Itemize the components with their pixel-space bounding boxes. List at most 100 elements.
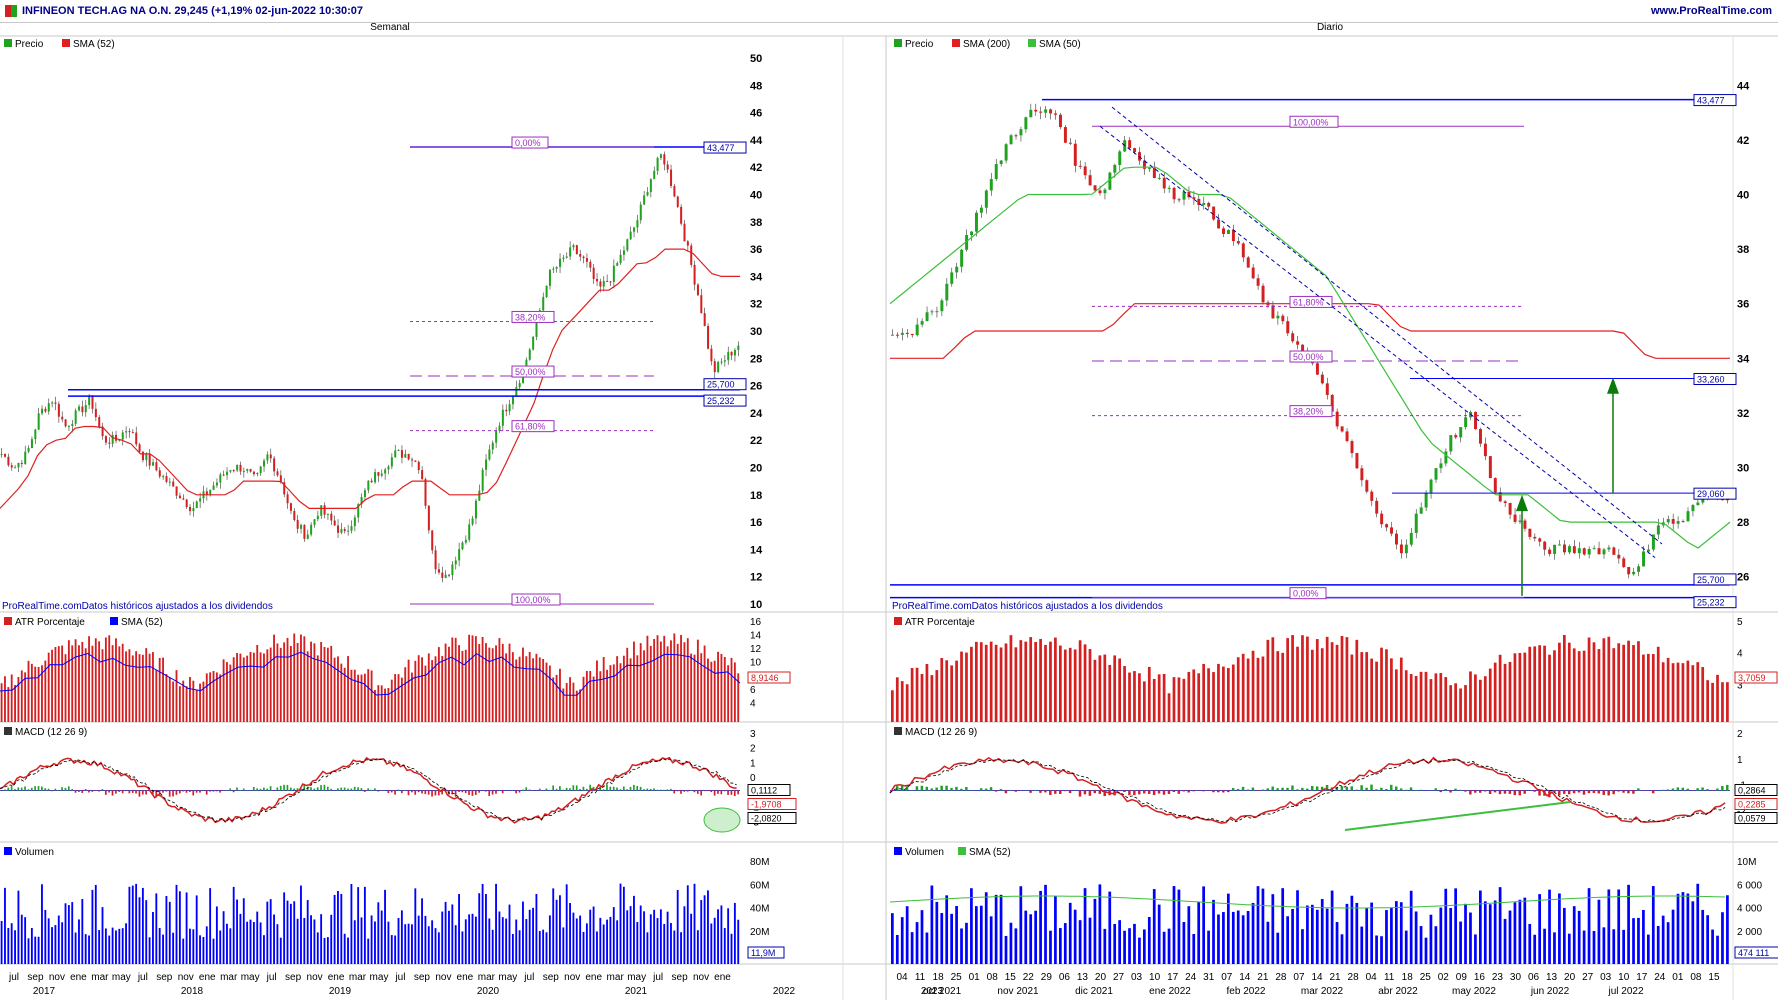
right-volume-bar	[890, 913, 894, 964]
left-macd-hist	[182, 790, 184, 792]
right-candle	[1063, 127, 1067, 143]
left-atr-bar	[276, 643, 279, 722]
left-atr-bar	[259, 652, 262, 722]
right-macd-hist	[1513, 790, 1517, 796]
right-macd-hist	[1385, 789, 1388, 791]
right-atr-bar	[1409, 674, 1413, 722]
left-candle	[680, 206, 683, 224]
right-atr-bar	[920, 673, 924, 722]
right-macd-hist	[1058, 790, 1062, 794]
left-candle	[330, 513, 333, 521]
left-volume-bar	[131, 885, 134, 964]
right-candle	[999, 160, 1003, 165]
right-volume-bar	[1474, 934, 1477, 964]
right-x-day-15: 17	[1167, 972, 1179, 983]
right-x-day-3: 25	[951, 972, 963, 983]
left-macd-hist	[165, 790, 168, 792]
left-volume-bar	[606, 919, 608, 964]
left-volume-bar	[727, 908, 730, 964]
left-chart-label: Semanal	[370, 22, 410, 33]
left-atr-bar	[74, 639, 77, 722]
left-candle	[616, 263, 619, 266]
right-macd-hist	[1014, 790, 1017, 792]
right-volume-bar	[935, 901, 939, 964]
left-support2-label: 25,232	[707, 396, 735, 406]
right-x-day-37: 20	[1564, 972, 1576, 983]
right-atr-bar	[1528, 646, 1532, 722]
left-candle	[94, 408, 97, 418]
left-volume-tick-1: 60M	[750, 880, 769, 891]
left-atr-bar	[552, 677, 555, 722]
right-volume-bar	[1182, 922, 1186, 964]
left-volume-bar	[589, 909, 592, 964]
right-atr-bar	[890, 690, 894, 722]
left-macd-hist	[427, 790, 430, 795]
left-candle	[111, 434, 114, 444]
left-volume-bar	[737, 919, 740, 964]
right-macd-hist	[979, 788, 983, 791]
right-volume-bar	[1212, 899, 1215, 964]
right-atr-bar	[965, 652, 968, 722]
right-atr-bar	[1429, 679, 1433, 722]
left-candle	[464, 539, 467, 543]
left-atr-bar	[155, 670, 158, 722]
left-macd-hist	[242, 788, 245, 791]
left-candle	[414, 460, 417, 462]
left-macd-hist	[592, 786, 595, 791]
right-volume-bar	[1385, 910, 1388, 964]
right-atr-bar	[1394, 669, 1398, 722]
left-candle	[710, 348, 713, 362]
right-candle	[1068, 142, 1072, 144]
left-macd-hist	[589, 784, 591, 791]
right-volume-bar	[1231, 911, 1235, 964]
left-atr-legend-label-1: SMA (52)	[121, 617, 163, 628]
right-volume-legend-label-0: Volumen	[905, 847, 944, 858]
right-macd-hist	[930, 788, 933, 791]
right-candle	[1177, 199, 1181, 201]
left-volume-bar	[680, 932, 682, 964]
left-price-tick-17: 16	[750, 517, 762, 529]
left-volume-bar	[189, 928, 191, 964]
left-atr-bar	[737, 673, 740, 722]
right-macd-divergence-line	[1344, 801, 1571, 831]
left-macd-hist	[693, 790, 696, 793]
instrument-title: INFINEON TECH.AG NA O.N. 29,245 (+1,19% …	[22, 5, 364, 17]
site-link[interactable]: www.ProRealTime.com	[1650, 5, 1772, 17]
right-candle	[1558, 544, 1562, 546]
right-atr-bar	[1538, 645, 1541, 722]
left-volume-bar	[508, 904, 511, 964]
right-volume-bar	[1478, 890, 1482, 964]
left-candle	[380, 473, 383, 476]
left-candle	[212, 485, 215, 490]
left-candle	[686, 241, 689, 246]
left-atr-bar	[353, 669, 356, 722]
left-volume-bar	[316, 932, 319, 964]
right-volume-bar	[1651, 886, 1655, 964]
right-source-note: ProRealTime.comDatos históricos ajustado…	[892, 601, 1163, 612]
left-macd-hist	[407, 790, 410, 796]
left-volume-bar	[104, 928, 107, 964]
left-macd-hist	[263, 787, 265, 791]
left-candle	[145, 454, 148, 461]
left-candle	[310, 524, 313, 535]
right-atr-value: 3,7059	[1738, 673, 1766, 683]
left-atr-bar	[448, 646, 450, 722]
left-macd-hist	[656, 789, 659, 791]
right-candle	[1325, 383, 1329, 395]
right-atr-bar	[1380, 647, 1383, 722]
left-macd-hist	[256, 788, 258, 791]
left-x-month-10: mar	[220, 972, 238, 983]
left-volume-bar	[683, 906, 686, 964]
right-atr-bar	[1582, 650, 1586, 722]
right-macd-hist	[1503, 790, 1507, 794]
left-atr-bar	[589, 670, 592, 722]
right-volume-bar	[1004, 935, 1008, 964]
right-atr-bar	[1286, 638, 1289, 722]
right-fib-label-4: 0,00%	[1293, 589, 1319, 599]
left-atr-bar	[337, 656, 339, 722]
left-macd-hist	[609, 786, 612, 791]
right-volume-bar	[1301, 929, 1304, 964]
right-candle	[1212, 206, 1216, 220]
left-atr-bar	[730, 657, 733, 722]
